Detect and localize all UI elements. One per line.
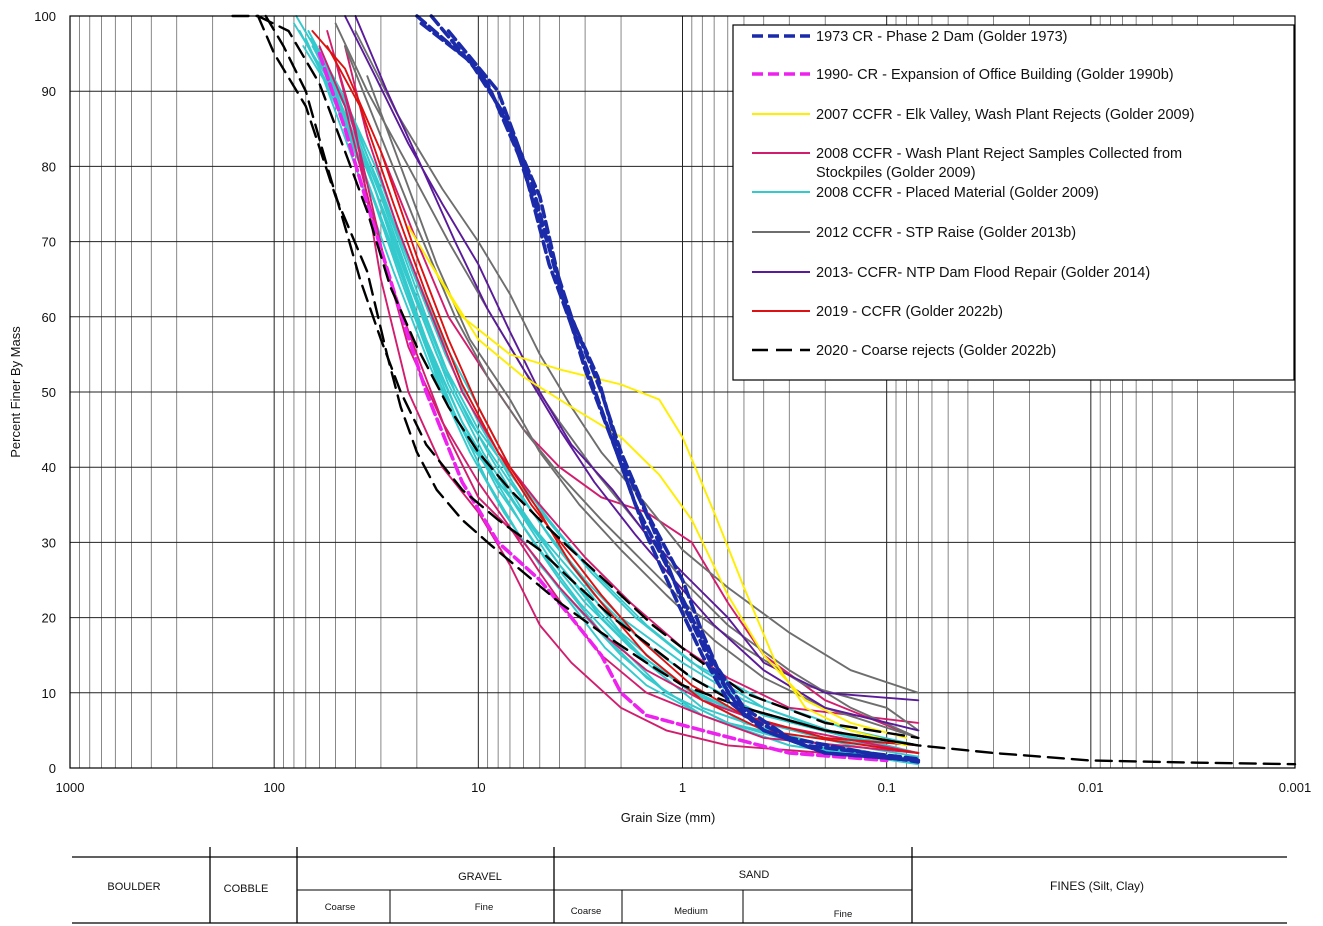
class-fines: FINES (Silt, Clay) — [1050, 879, 1144, 893]
legend-label-6: 2013- CCFR- NTP Dam Flood Repair (Golder… — [816, 265, 1150, 281]
legend-label-8: 2020 - Coarse rejects (Golder 2022b) — [816, 343, 1056, 359]
x-tick-label: 1000 — [56, 780, 85, 795]
legend-label-7: 2019 - CCFR (Golder 2022b) — [816, 304, 1003, 320]
y-tick-label: 60 — [42, 310, 56, 325]
x-tick-label: 0.001 — [1279, 780, 1312, 795]
series-2-curve-0 — [407, 225, 908, 747]
series-1-curve-0 — [317, 51, 889, 763]
y-axis-label: Percent Finer By Mass — [8, 326, 23, 458]
series-5-curve-0 — [354, 30, 920, 694]
legend-label-4: 2008 CCFR - Placed Material (Golder 2009… — [816, 185, 1099, 201]
class-gravel: GRAVEL — [458, 871, 502, 883]
class-gravel-fine: Fine — [475, 902, 493, 913]
y-tick-label: 30 — [42, 535, 56, 550]
series-6 — [344, 15, 920, 732]
x-tick-label: 0.1 — [878, 780, 896, 795]
series-3-curve-3 — [344, 45, 920, 724]
legend-label-2: 2007 CCFR - Elk Valley, Wash Plant Rejec… — [816, 107, 1195, 123]
y-tick-label: 50 — [42, 385, 56, 400]
class-boulder: BOULDER — [107, 881, 160, 893]
plot-border — [69, 15, 1296, 769]
tick-layer: 1000 100 10 1 0.1 0.01 0.001 0 10 20 30 40 50 60 70 80 9… — [34, 9, 1311, 795]
y-tick-label: 0 — [49, 761, 56, 776]
series-2 — [407, 225, 908, 747]
legend-label-5: 2012 CCFR - STP Raise (Golder 2013b) — [816, 225, 1076, 241]
series-0 — [415, 14, 921, 764]
legend-label-1: 1990- CR - Expansion of Office Building … — [816, 67, 1174, 83]
series-8-curve-1 — [264, 14, 920, 747]
series-layer — [231, 14, 1297, 766]
x-tick-label: 1 — [679, 780, 686, 795]
series-6-curve-1 — [354, 15, 920, 732]
class-cobble: COBBLE — [224, 883, 269, 895]
y-tick-label: 20 — [42, 611, 56, 626]
series-5-curve-3 — [334, 22, 920, 739]
series-7-curve-0 — [311, 30, 920, 754]
series-2-curve-1 — [425, 255, 908, 739]
legend: 1973 CR - Phase 2 Dam (Golder 1973) 1990-… — [732, 24, 1295, 381]
series-3-curve-0 — [326, 30, 920, 762]
class-gravel-coarse: Coarse — [325, 902, 356, 913]
y-tick-label: 80 — [42, 159, 56, 174]
y-tick-label: 10 — [42, 686, 56, 701]
legend-box — [732, 24, 1295, 381]
class-sand-medium: Medium — [674, 906, 708, 917]
class-sand: SAND — [739, 869, 770, 881]
series-5-curve-2 — [366, 75, 920, 739]
x-tick-label: 0.01 — [1078, 780, 1103, 795]
x-axis-label: Grain Size (mm) — [621, 810, 716, 825]
y-tick-label: 100 — [34, 9, 56, 24]
y-tick-label: 90 — [42, 84, 56, 99]
class-sand-coarse: Coarse — [571, 906, 602, 917]
class-sand-fine: Fine — [834, 909, 852, 920]
series-1 — [317, 51, 889, 763]
series-8-curve-2 — [256, 14, 920, 740]
series-4-curve-7 — [307, 30, 920, 747]
y-tick-label: 40 — [42, 460, 56, 475]
legend-label-0: 1973 CR - Phase 2 Dam (Golder 1973) — [816, 29, 1067, 45]
series-0-curve-2 — [446, 29, 921, 763]
legend-label-3: 2008 CCFR - Wash Plant Reject Samples Co… — [816, 146, 1182, 181]
x-tick-label: 10 — [471, 780, 485, 795]
series-0-curve-3 — [419, 21, 921, 761]
classification-table — [72, 847, 1287, 924]
x-tick-label: 100 — [263, 780, 285, 795]
series-8 — [231, 14, 1297, 766]
series-4-curve-10 — [321, 75, 920, 762]
y-tick-label: 70 — [42, 235, 56, 250]
